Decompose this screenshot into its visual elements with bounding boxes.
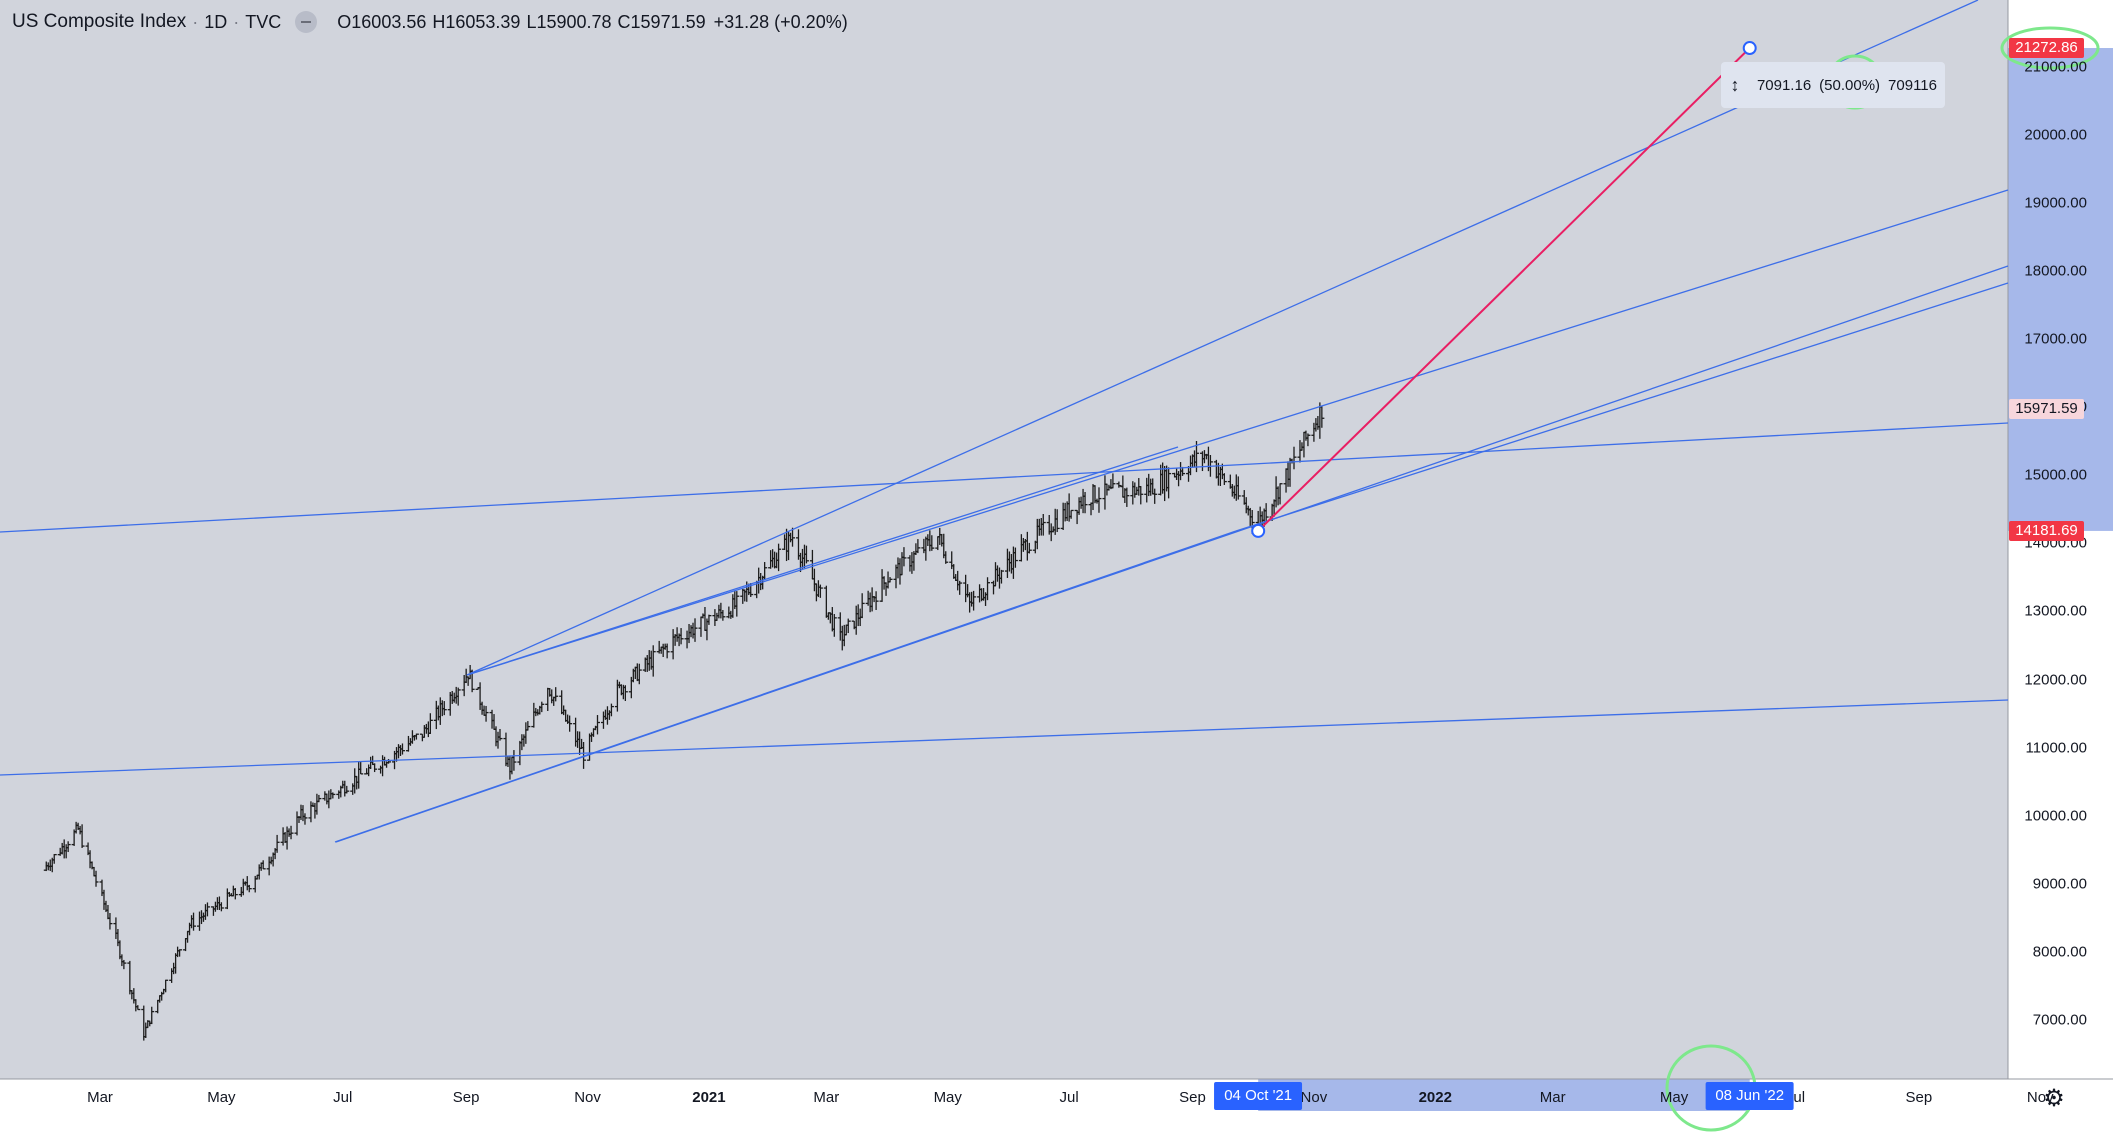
price-tick-label: 19000.00 — [2024, 194, 2087, 212]
time-tick-label: May — [933, 1089, 962, 1106]
plot-background — [0, 0, 2008, 1079]
measure-end-handle[interactable] — [1742, 41, 1757, 56]
price-range-icon: ↕ — [1730, 74, 1740, 95]
trend-line[interactable] — [1235, 282, 2009, 532]
time-tick-label: May — [1659, 1089, 1689, 1106]
low-value: 15900.78 — [536, 11, 612, 32]
time-tick-label: Mar — [1539, 1089, 1566, 1106]
change-value: +31.28 (+0.20%) — [713, 11, 848, 32]
close-value: 15971.59 — [630, 11, 706, 32]
high-value: 16053.39 — [445, 11, 521, 32]
trend-line[interactable] — [466, 189, 2009, 676]
open-key: O — [337, 11, 352, 32]
trend-line[interactable] — [466, 0, 1979, 676]
high-key: H — [432, 11, 446, 32]
annotation-circle-target — [2000, 26, 2100, 70]
time-tick-label: Nov — [2026, 1089, 2054, 1106]
crosshair-date-end: 08 Jun '22 — [1705, 1082, 1795, 1110]
measure-line[interactable] — [1257, 47, 1751, 532]
price-tick-label: 18000.00 — [2024, 262, 2087, 280]
low-key: L — [526, 11, 537, 32]
price-tick-label: 21000.00 — [2024, 58, 2087, 76]
channel-line[interactable] — [466, 446, 1179, 676]
price-tick-label: 20000.00 — [2024, 126, 2087, 144]
time-tick-label: Sep — [1905, 1089, 1933, 1106]
eye-icon[interactable] — [295, 11, 318, 33]
symbol-name[interactable]: US Composite Index — [12, 11, 187, 32]
start-price-tag: 14181.69 — [2009, 520, 2084, 541]
time-tick-label: Mar — [87, 1089, 113, 1106]
exchange-label: TVC — [245, 11, 282, 32]
time-axis-background — [0, 1079, 2113, 1137]
interval-label[interactable]: 1D — [204, 11, 228, 32]
price-tick-label: 11000.00 — [2025, 739, 2087, 757]
time-tick-label: Jul — [333, 1089, 353, 1106]
trend-line[interactable] — [334, 530, 1237, 843]
measure-price-change: 7091.16 — [1756, 76, 1812, 94]
time-tick-label: Mar — [813, 1089, 840, 1106]
gear-icon[interactable]: ⚙ — [2043, 1085, 2065, 1112]
price-tick-label: 17000.00 — [2024, 330, 2087, 348]
measure-start-handle[interactable] — [1251, 523, 1266, 538]
ohlc-bars — [43, 402, 1325, 1041]
time-tick-label: Sep — [1179, 1089, 1206, 1106]
price-tick-label: 9000.00 — [2032, 875, 2087, 893]
last-price-tag: 15971.59 — [2009, 399, 2084, 420]
price-tick-label: 15000.00 — [2024, 466, 2087, 484]
trend-line[interactable] — [0, 422, 2009, 533]
time-tick-label: 2021 — [692, 1089, 726, 1106]
crosshair-date-start: 04 Oct '21 — [1214, 1082, 1303, 1110]
time-tick-label: Sep — [452, 1089, 480, 1106]
time-tick-label: May — [207, 1089, 236, 1106]
target-price-tag: 21272.86 — [2009, 38, 2084, 59]
price-range-tooltip[interactable]: ↕ 7091.16 (50.00%) 709116 — [1721, 62, 1945, 108]
price-tick-label: 7000.00 — [2032, 1011, 2087, 1029]
measure-percent-change: (50.00%) — [1819, 76, 1881, 94]
measure-ticks: 709116 — [1888, 76, 1937, 94]
price-tick-label: 13000.00 — [2024, 602, 2087, 620]
symbol-legend: US Composite Index · 1D · TVC O 16003.56 … — [12, 11, 848, 33]
close-key: C — [617, 11, 631, 32]
time-tick-label: Nov — [574, 1089, 601, 1106]
price-tick-label: 8000.00 — [2032, 943, 2087, 961]
time-tick-label: 2022 — [1418, 1089, 1452, 1106]
price-axis-range-highlight — [2008, 48, 2113, 531]
time-tick-label: Jul — [1059, 1089, 1079, 1106]
time-tick-label: Nov — [1300, 1089, 1328, 1106]
trend-line[interactable] — [0, 699, 2009, 776]
price-tick-label: 10000.00 — [2024, 807, 2087, 825]
price-tick-label: 12000.00 — [2024, 671, 2087, 688]
open-value: 16003.56 — [351, 11, 427, 32]
